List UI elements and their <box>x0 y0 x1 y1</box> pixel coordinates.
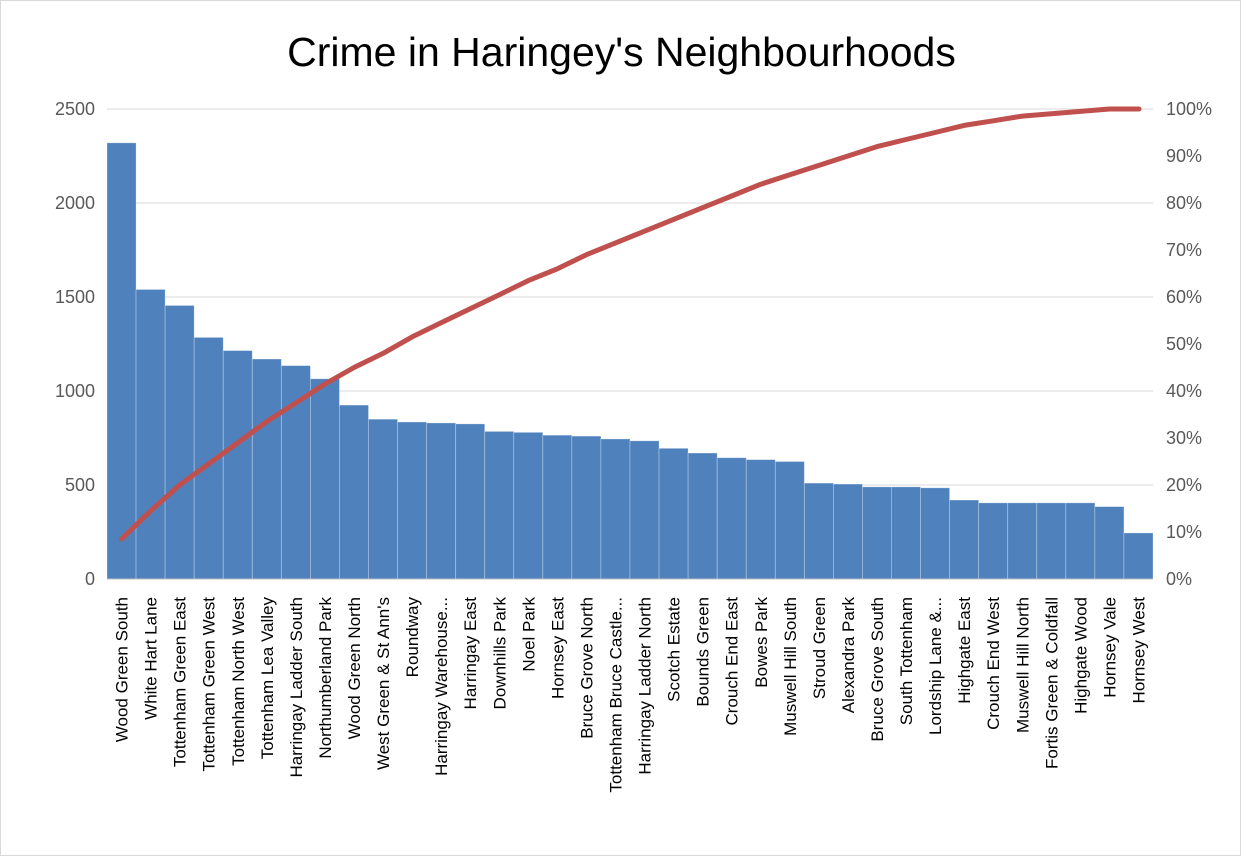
x-axis-category-label: Tottenham Green West <box>200 597 219 772</box>
x-axis-category-label: South Tottenham <box>897 597 916 725</box>
bar <box>949 499 980 580</box>
bar <box>862 486 892 580</box>
x-axis-category-label: Hornsey East <box>548 597 567 699</box>
y2-axis-tick-label: 60% <box>1166 287 1202 307</box>
bar <box>251 358 282 580</box>
x-axis-category-label: Fortis Green & Coldfall <box>1042 597 1061 769</box>
bar <box>309 378 340 580</box>
bar <box>426 422 457 580</box>
bar <box>571 435 602 580</box>
x-axis-category-label: Tottenham North West <box>229 597 248 766</box>
bar <box>716 457 747 580</box>
bar <box>1094 506 1125 580</box>
x-axis-category-label: Hornsey West <box>1129 597 1148 704</box>
x-axis-category-label: Wood Green South <box>113 597 132 742</box>
bar <box>832 483 863 580</box>
bar <box>397 421 428 580</box>
x-axis-category-label: Alexandra Park <box>839 597 858 714</box>
bar <box>222 350 253 580</box>
chart-title: Crime in Haringey's Neighbourhoods <box>287 29 956 75</box>
y2-axis-tick-label: 100% <box>1166 99 1212 119</box>
bar <box>687 452 718 580</box>
y-axis-tick-label: 1500 <box>55 287 95 307</box>
x-axis-category-label: Harringay Ladder North <box>636 597 655 775</box>
x-axis-category-label: Noel Park <box>519 597 538 672</box>
bar <box>339 404 369 580</box>
bar <box>658 447 689 580</box>
y2-axis-tick-label: 50% <box>1166 334 1202 354</box>
x-axis-category-label: Northumberland Park <box>316 597 335 759</box>
y2-axis-tick-label: 10% <box>1166 522 1202 542</box>
bar <box>803 482 834 580</box>
bar <box>600 438 631 580</box>
x-axis-category-label: Downhills Park <box>490 597 509 710</box>
x-axis-category-label: Harringay East <box>461 597 480 710</box>
x-axis-category-label: Bruce Grove South <box>868 597 887 742</box>
bar <box>135 289 166 580</box>
y2-axis-tick-label: 30% <box>1166 428 1202 448</box>
y2-axis-tick-label: 80% <box>1166 193 1202 213</box>
x-axis-category-label: Scotch Estate <box>665 597 684 702</box>
x-axis-category-label: Crouch End East <box>723 597 742 726</box>
bar <box>1123 532 1154 580</box>
x-axis-category-label: Highgate East <box>955 597 974 704</box>
y2-axis-tick-label: 20% <box>1166 475 1202 495</box>
bar <box>164 305 195 580</box>
x-axis-category-label: Wood Green North <box>345 597 364 739</box>
bar <box>484 431 515 580</box>
x-axis-category-label: Lordship Lane &... <box>926 597 945 735</box>
x-axis-category-label: White Hart Lane <box>142 597 161 720</box>
bar <box>774 461 805 580</box>
bar <box>368 418 398 580</box>
bar <box>1007 502 1038 580</box>
x-axis-category-label: Bounds Green <box>694 597 713 707</box>
bar <box>106 142 137 580</box>
y-axis-tick-label: 0 <box>85 569 95 589</box>
x-axis-category-label: Tottenham Green East <box>171 597 190 767</box>
y-axis-tick-label: 500 <box>65 475 95 495</box>
x-axis-category-label: Muswell Hill North <box>1013 597 1032 733</box>
x-axis-category-label: Harringay Ladder South <box>287 597 306 778</box>
bar <box>978 502 1009 580</box>
bar <box>542 434 573 580</box>
y2-axis-tick-label: 40% <box>1166 381 1202 401</box>
x-axis-category-label: Highgate Wood <box>1071 597 1090 714</box>
bar <box>455 423 486 580</box>
x-axis-category-label: Tottenham Lea Valley <box>258 597 277 760</box>
x-axis-category-label: Hornsey Vale <box>1100 597 1119 698</box>
bar <box>1036 502 1067 580</box>
x-axis-category-label: Crouch End West <box>984 597 1003 730</box>
x-axis-category-label: Muswell Hill South <box>781 597 800 736</box>
bar <box>891 486 921 580</box>
y-axis-tick-label: 2500 <box>55 99 95 119</box>
y-axis-tick-label: 1000 <box>55 381 95 401</box>
x-axis-category-label: West Green & St Ann's <box>374 597 393 770</box>
bar <box>629 440 660 580</box>
x-axis-category-label: Bruce Grove North <box>577 597 596 739</box>
bar <box>1065 502 1096 580</box>
y2-axis-tick-label: 70% <box>1166 240 1202 260</box>
x-axis-category-label: Stroud Green <box>810 597 829 699</box>
x-axis-category-label: Roundway <box>403 597 422 678</box>
y2-axis-tick-label: 0% <box>1166 569 1192 589</box>
y-axis-tick-label: 2000 <box>55 193 95 213</box>
y2-axis-tick-label: 90% <box>1166 146 1202 166</box>
x-axis-category-label: Harringay Warehouse... <box>432 597 451 776</box>
x-axis-category-label: Tottenham Bruce Castle... <box>606 597 625 793</box>
x-axis-category-label: Bowes Park <box>752 597 771 688</box>
cumulative-line <box>119 106 1142 542</box>
bar <box>745 459 776 580</box>
bar <box>513 431 544 580</box>
bar <box>920 487 951 580</box>
